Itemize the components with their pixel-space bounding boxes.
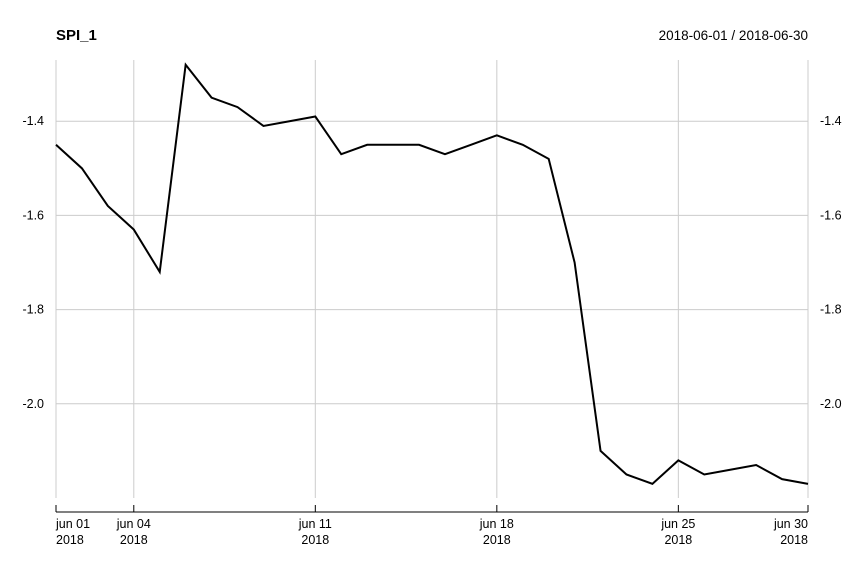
y-tick-label-left: -1.6 <box>22 208 44 222</box>
chart-date-range: 2018-06-01 / 2018-06-30 <box>659 28 808 43</box>
y-tick-label-left: -1.4 <box>22 114 44 128</box>
x-tick-label: jun 04 <box>116 517 151 531</box>
y-tick-label-left: -1.8 <box>22 303 44 317</box>
y-tick-label-right: -2.0 <box>820 397 842 411</box>
y-tick-label-right: -1.4 <box>820 114 842 128</box>
x-tick-sublabel: 2018 <box>301 533 329 547</box>
x-tick-label: jun 25 <box>660 517 695 531</box>
y-tick-label-left: -2.0 <box>22 397 44 411</box>
x-tick-label: jun 01 <box>55 517 90 531</box>
spi-timeseries-chart: SPI_1 2018-06-01 / 2018-06-30 -1.4 -1.6 -1.8… <box>0 0 864 577</box>
x-tick-sublabel: 2018 <box>483 533 511 547</box>
x-tick-label: jun 11 <box>298 517 332 531</box>
y-tick-label-right: -1.6 <box>820 208 842 222</box>
x-tick-sublabel: 2018 <box>780 533 808 547</box>
x-tick-sublabel: 2018 <box>120 533 148 547</box>
y-tick-label-right: -1.8 <box>820 303 842 317</box>
x-tick-sublabel: 2018 <box>56 533 84 547</box>
x-tick-label: jun 30 <box>773 517 808 531</box>
x-tick-sublabel: 2018 <box>664 533 692 547</box>
chart-title: SPI_1 <box>56 27 97 44</box>
x-tick-label: jun 18 <box>479 517 514 531</box>
series-line <box>56 65 808 484</box>
chart-svg: SPI_1 2018-06-01 / 2018-06-30 -1.4 -1.6 -1.8… <box>0 0 864 577</box>
